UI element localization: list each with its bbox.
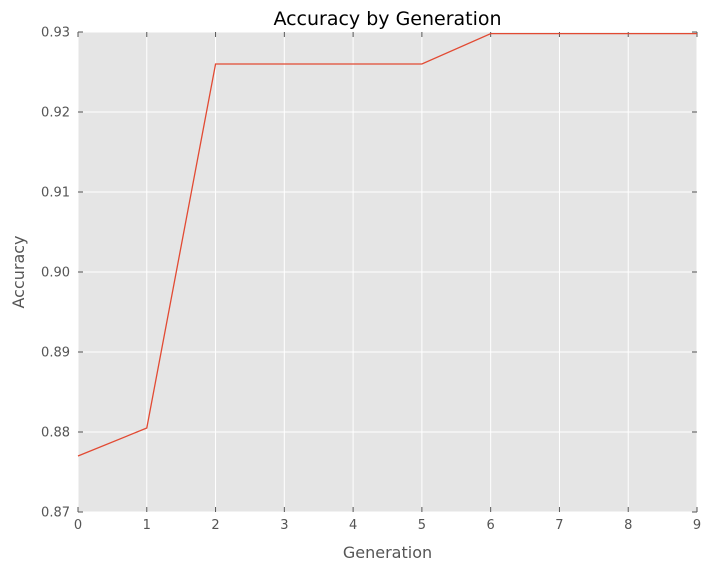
x-tick-label: 7	[555, 518, 563, 533]
x-tick-label: 3	[280, 518, 288, 533]
y-tick-label: 0.93	[41, 26, 70, 41]
series-layer	[77, 32, 697, 457]
x-tick-label: 1	[143, 518, 151, 533]
y-tick-label: 0.89	[41, 346, 70, 361]
y-tick-label: 0.91	[41, 186, 70, 201]
axis-ticks	[77, 31, 698, 513]
y-tick-label: 0.92	[41, 106, 70, 121]
x-tick-label: 9	[693, 518, 701, 533]
x-tick-labels: 0 1 2 3 4 5 6 7 8 9	[74, 518, 701, 533]
x-tick-label: 8	[624, 518, 632, 533]
y-tick-label: 0.87	[41, 506, 70, 521]
y-tick-label: 0.88	[41, 426, 70, 441]
x-tick-label: 2	[211, 518, 219, 533]
x-tick-label: 6	[487, 518, 495, 533]
x-tick-label: 5	[418, 518, 426, 533]
y-tick-label: 0.90	[41, 266, 70, 281]
x-tick-label: 0	[74, 518, 82, 533]
grid-y	[78, 31, 697, 513]
x-axis-label: Generation	[343, 543, 432, 562]
series-line	[77, 32, 697, 457]
chart-title: Accuracy by Generation	[273, 8, 501, 30]
y-tick-labels: 0.87 0.88 0.89 0.90 0.91 0.92 0.93	[41, 26, 70, 521]
x-tick-label: 4	[349, 518, 357, 533]
y-axis-label: Accuracy	[9, 235, 28, 308]
